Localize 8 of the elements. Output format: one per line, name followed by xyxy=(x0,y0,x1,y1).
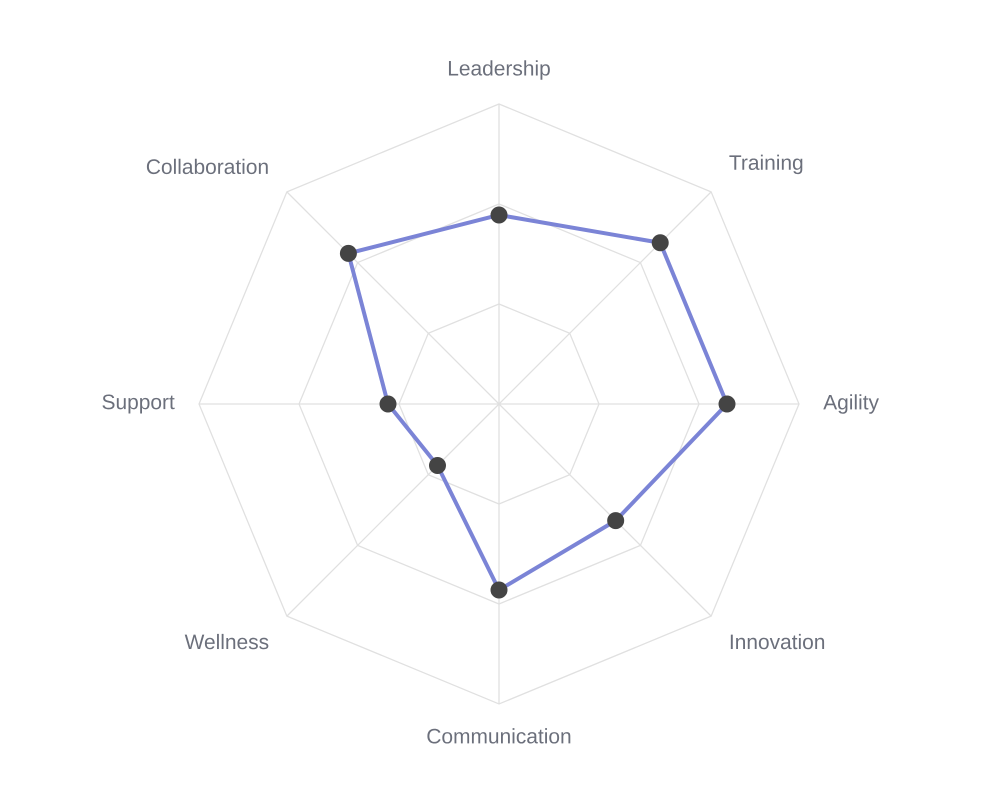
spoke-label: Training xyxy=(729,154,802,174)
spoke-label: Agility xyxy=(823,394,879,414)
spoke-label: Support xyxy=(102,394,175,414)
spoke-label: Collaboration xyxy=(146,158,268,174)
spoke-label: Leadership xyxy=(448,60,550,80)
spoke-label: Communication xyxy=(427,728,570,744)
spoke-label: Wellness xyxy=(184,634,268,650)
spoke-label: Innovation xyxy=(730,634,824,650)
